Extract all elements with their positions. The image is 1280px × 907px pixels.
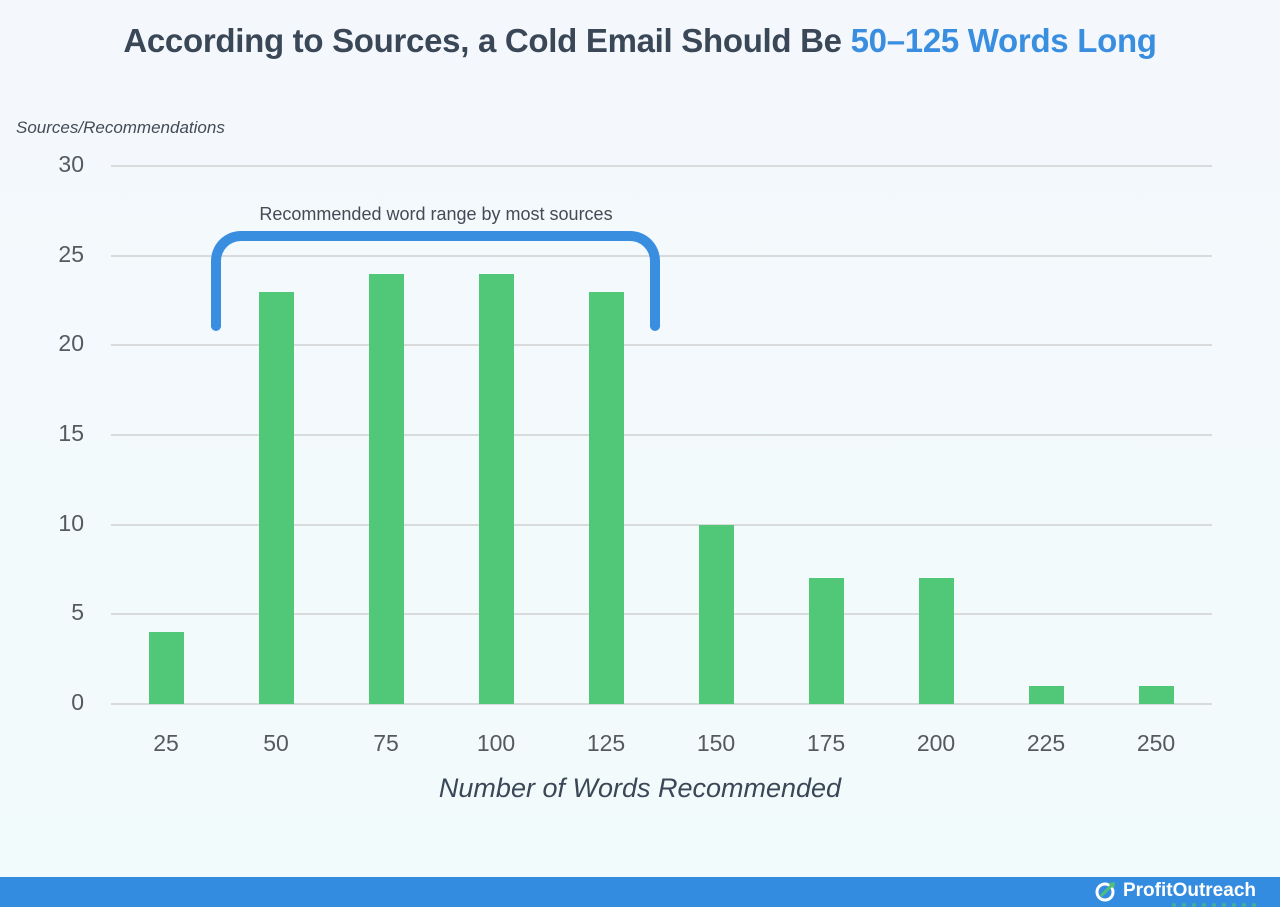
y-tick-label: 0 xyxy=(71,689,84,715)
x-tick-label: 175 xyxy=(806,730,846,756)
bar-250 xyxy=(1138,686,1174,704)
gridline xyxy=(111,703,1212,705)
logo-dots-decoration xyxy=(1172,903,1256,907)
footer-bar: ProfitOutreach xyxy=(0,877,1280,907)
y-tick-label: 30 xyxy=(58,151,84,177)
bar-225 xyxy=(1028,686,1064,704)
gridline xyxy=(111,165,1212,167)
x-tick-label: 125 xyxy=(586,730,626,756)
bar-200 xyxy=(918,578,954,704)
title-highlight: 50–125 Words Long xyxy=(850,22,1157,59)
title-prefix: According to Sources, a Cold Email Shoul… xyxy=(123,22,851,59)
bar-150 xyxy=(698,524,734,704)
x-tick-label: 50 xyxy=(263,730,289,756)
brand-name: ProfitOutreach xyxy=(1122,880,1256,901)
x-tick-label: 100 xyxy=(476,730,516,756)
y-tick-label: 25 xyxy=(58,240,84,267)
gridline xyxy=(111,254,1212,257)
bracket-cap-right xyxy=(650,321,660,331)
circle-arrow-growth-icon xyxy=(1095,882,1115,902)
y-tick-label: 15 xyxy=(58,420,84,446)
x-tick-label: 150 xyxy=(696,730,736,756)
bar-75 xyxy=(368,273,404,704)
chart-title: According to Sources, a Cold Email Shoul… xyxy=(0,22,1280,60)
x-tick-label: 75 xyxy=(373,730,399,756)
range-bracket xyxy=(211,231,660,327)
gridline xyxy=(111,523,1212,526)
x-tick-label: 25 xyxy=(153,730,179,756)
y-tick-label: 20 xyxy=(58,330,84,357)
x-axis-label: Number of Words Recommended xyxy=(438,773,842,803)
bracket-cap-left xyxy=(211,321,221,331)
range-annotation-label: Recommended word range by most sources xyxy=(259,204,613,224)
x-tick-label: 225 xyxy=(1026,730,1066,756)
bar-50 xyxy=(258,291,294,704)
gridline xyxy=(111,344,1212,347)
y-axis-label: Sources/Recommendations xyxy=(16,118,225,137)
bar-25 xyxy=(148,632,184,704)
gridline xyxy=(111,613,1212,616)
y-tick-label: 5 xyxy=(71,599,84,626)
y-tick-label: 10 xyxy=(58,509,84,536)
bar-125 xyxy=(588,291,624,704)
bar-100 xyxy=(478,273,514,704)
bar-175 xyxy=(808,578,844,704)
x-tick-label: 250 xyxy=(1136,730,1176,756)
brand-logo[interactable]: ProfitOutreach xyxy=(1095,880,1256,902)
x-tick-label: 200 xyxy=(916,730,956,756)
gridline xyxy=(111,434,1212,436)
